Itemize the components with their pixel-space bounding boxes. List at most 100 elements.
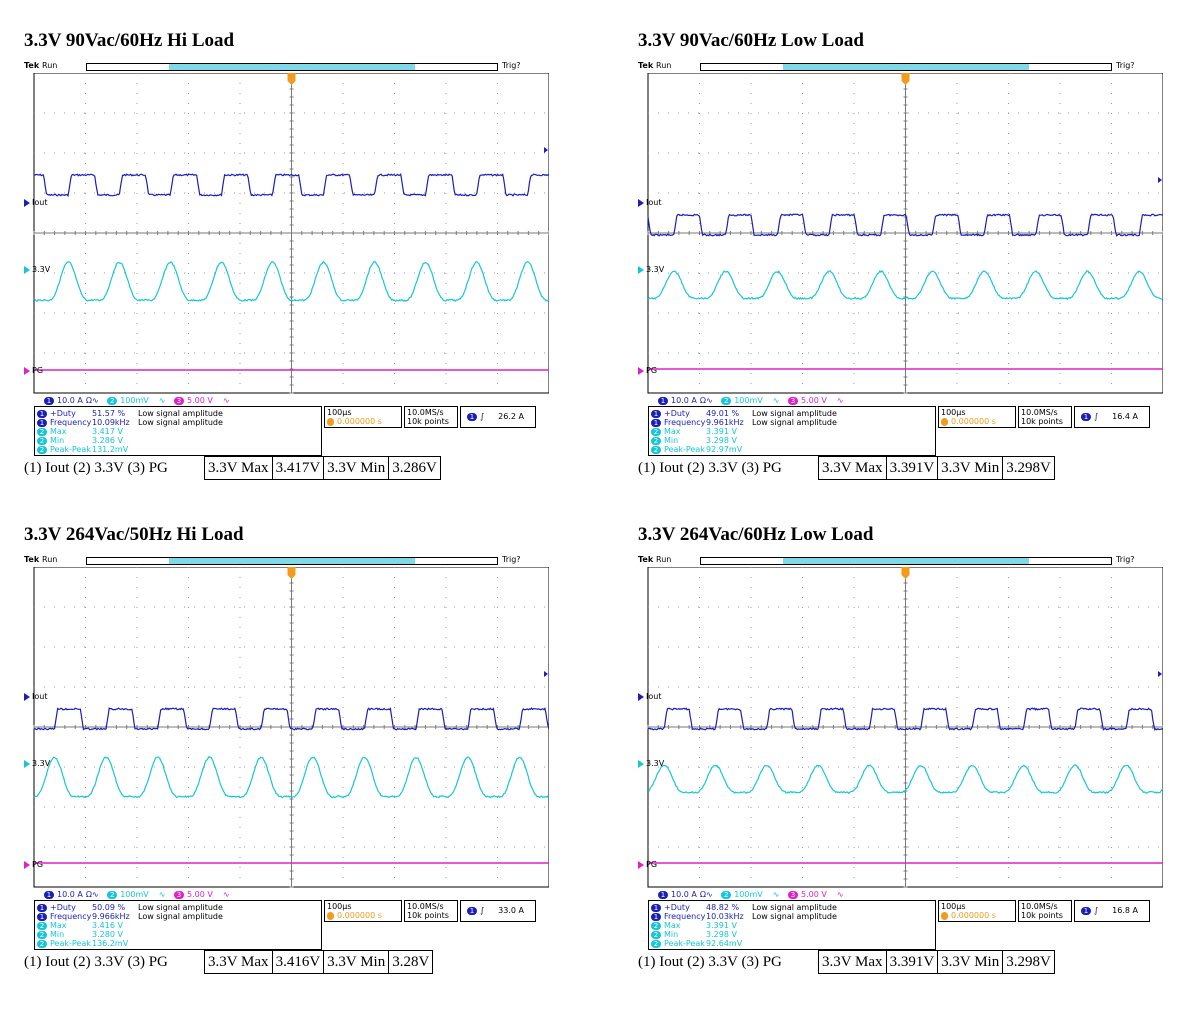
ground-marker-icon [24,860,30,869]
measurement-label: Peak-Peak [664,445,705,454]
rising-edge-icon: ∫ [1094,906,1099,915]
tek-status-bar: Tek Run Trig? [638,555,1163,567]
record-length-bar [86,63,498,71]
channel-chip: 2 [651,436,661,445]
max-value-cell: 3.417V [271,456,325,480]
tek-logo: Tek [638,61,654,70]
scope-graticule [647,567,1163,888]
iout-marker: Iout [24,198,47,207]
measurement-label: +Duty [664,903,690,912]
measurement-box: 1 +Duty 48.82 % Low signal amplitude 1 Frequ… [648,900,936,950]
measurement-row: 1 Frequency9.966kHz Low signal amplitude [37,912,223,921]
panel-title: 3.3V 264Vac/50Hz Hi Load [24,524,244,545]
ch3-chip: 3 [788,890,798,899]
measurement-row: 2 Max 3.417 V [37,427,138,436]
timebase: 100µs [941,902,966,911]
measurement-label: Min [50,930,65,939]
timebase: 100µs [327,902,352,911]
measurement-label: +Duty [664,409,690,418]
max-label-cell: 3.3V Max [204,456,273,480]
measurement-label: Frequency [50,912,92,921]
trigger-source-chip: 1 [1081,412,1091,421]
pg-label: PG [32,366,44,375]
v33-label: 3.3V [32,265,51,274]
channel-chip: 2 [37,427,47,436]
trigger-setting: 1 ∫ 16.8 A [1081,906,1138,915]
ch2-scale: 100mV [734,890,763,899]
timebase-box: 100µs 0.000000 s [324,900,402,922]
v33-trace [647,764,1163,795]
scope-panel: 3.3V 90Vac/60Hz Low Load Tek Run Trig? I… [638,30,1196,530]
record-points: 10k points [407,911,449,920]
ch3-chip: 3 [174,890,184,899]
ground-marker-icon [24,198,30,207]
measurement-label: Frequency [664,418,706,427]
trigger-position-marker [287,567,296,579]
measurement-row: 1 Frequency10.09kHz Low signal amplitude [37,418,223,427]
graticule-grid [33,567,549,888]
trigger-position: 0.000000 s [327,417,382,426]
measurement-row: 2 Min 3.286 V [37,436,138,445]
measurement-value: 92.97mV [706,445,743,454]
trigger-setting: 1 ∫ 33.0 A [467,906,524,915]
measurement-value: 3.416 V [92,921,123,930]
trigger-position-icon [941,417,948,426]
scope-readout: 1 10.0 A Ω∿ 2 100mV ∿ 3 5.00 V ∿ 1 +Duty 48.82 %… [648,890,1173,950]
iout-marker: Iout [638,198,661,207]
v33-trace [33,260,549,302]
acquisition-box: 10.0MS/s 10k points [404,406,458,428]
trigger-status: Trig? [1116,555,1135,564]
trigger-box: 1 ∫ 16.8 A [1074,900,1150,922]
scope-graticule [33,567,549,888]
summary-table: 3.3V Max 3.391V 3.3V Min 3.298V [818,950,1055,974]
ch2-unit: ∿ [158,890,166,899]
channel-legend-caption: (1) Iout (2) 3.3V (3) PG [24,460,168,476]
ch3-scale: 5.00 V [187,396,213,405]
ground-marker-icon [638,198,644,207]
measurement-row: 2 Peak-Peak136.2mV [37,939,138,948]
sample-rate: 10.0MS/s [1021,902,1058,911]
channel-chip: 1 [37,418,47,427]
ch1-unit: Ω∿ [699,890,713,899]
iout-label: Iout [32,692,48,701]
graticule-grid [647,73,1163,394]
v33-trace [33,755,549,799]
ground-marker-icon [638,366,644,375]
summary-table: 3.3V Max 3.417V 3.3V Min 3.286V [204,456,441,480]
trigger-position-value: 0.000000 s [951,417,996,426]
trigger-position-marker [901,73,910,85]
measurement-value: 3.298 V [706,436,737,445]
ch1-scale: 10.0 A [57,396,83,405]
channel-chip: 1 [37,912,47,921]
trigger-position-value: 0.000000 s [337,417,382,426]
measurement-label: Min [664,930,679,939]
min-value-cell: 3.298V [1002,456,1055,480]
scope-readout: 1 10.0 A Ω∿ 2 100mV ∿ 3 5.00 V ∿ 1 +Duty 51.57 %… [34,396,559,456]
trigger-position-icon [941,911,948,920]
ch1-scale: 10.0 A [57,890,83,899]
ch2-chip: 2 [107,396,118,405]
measurement-label: Max [50,921,67,930]
trigger-status: Trig? [502,61,521,70]
trigger-position-marker [287,73,296,85]
iout-marker: Iout [24,692,47,701]
measurement-label: Min [50,436,65,445]
channel-legend-caption: (1) Iout (2) 3.3V (3) PG [638,954,782,970]
measurement-value: 51.57 % [92,409,126,418]
ground-marker-icon [638,265,644,274]
ch1-scale: 10.0 A [671,396,697,405]
measurement-value: 10.09kHz [92,418,130,427]
record-points: 10k points [407,417,449,426]
trigger-position-marker [901,567,910,579]
pg-marker: PG [24,860,43,869]
measurement-note: Low signal amplitude [752,409,837,418]
measurement-value: 9.966kHz [92,912,130,921]
iout-trace [647,213,1163,237]
ground-marker-icon [24,759,30,768]
max-label-cell: 3.3V Max [818,950,887,974]
measurement-value: 48.82 % [706,903,740,912]
measurement-label: Max [664,427,681,436]
ground-marker-icon [638,759,644,768]
channel-scale-row: 1 10.0 A Ω∿ 2 100mV ∿ 3 5.00 V ∿ [44,396,230,406]
scope-panel: 3.3V 90Vac/60Hz Hi Load Tek Run Trig? Io… [24,30,584,530]
